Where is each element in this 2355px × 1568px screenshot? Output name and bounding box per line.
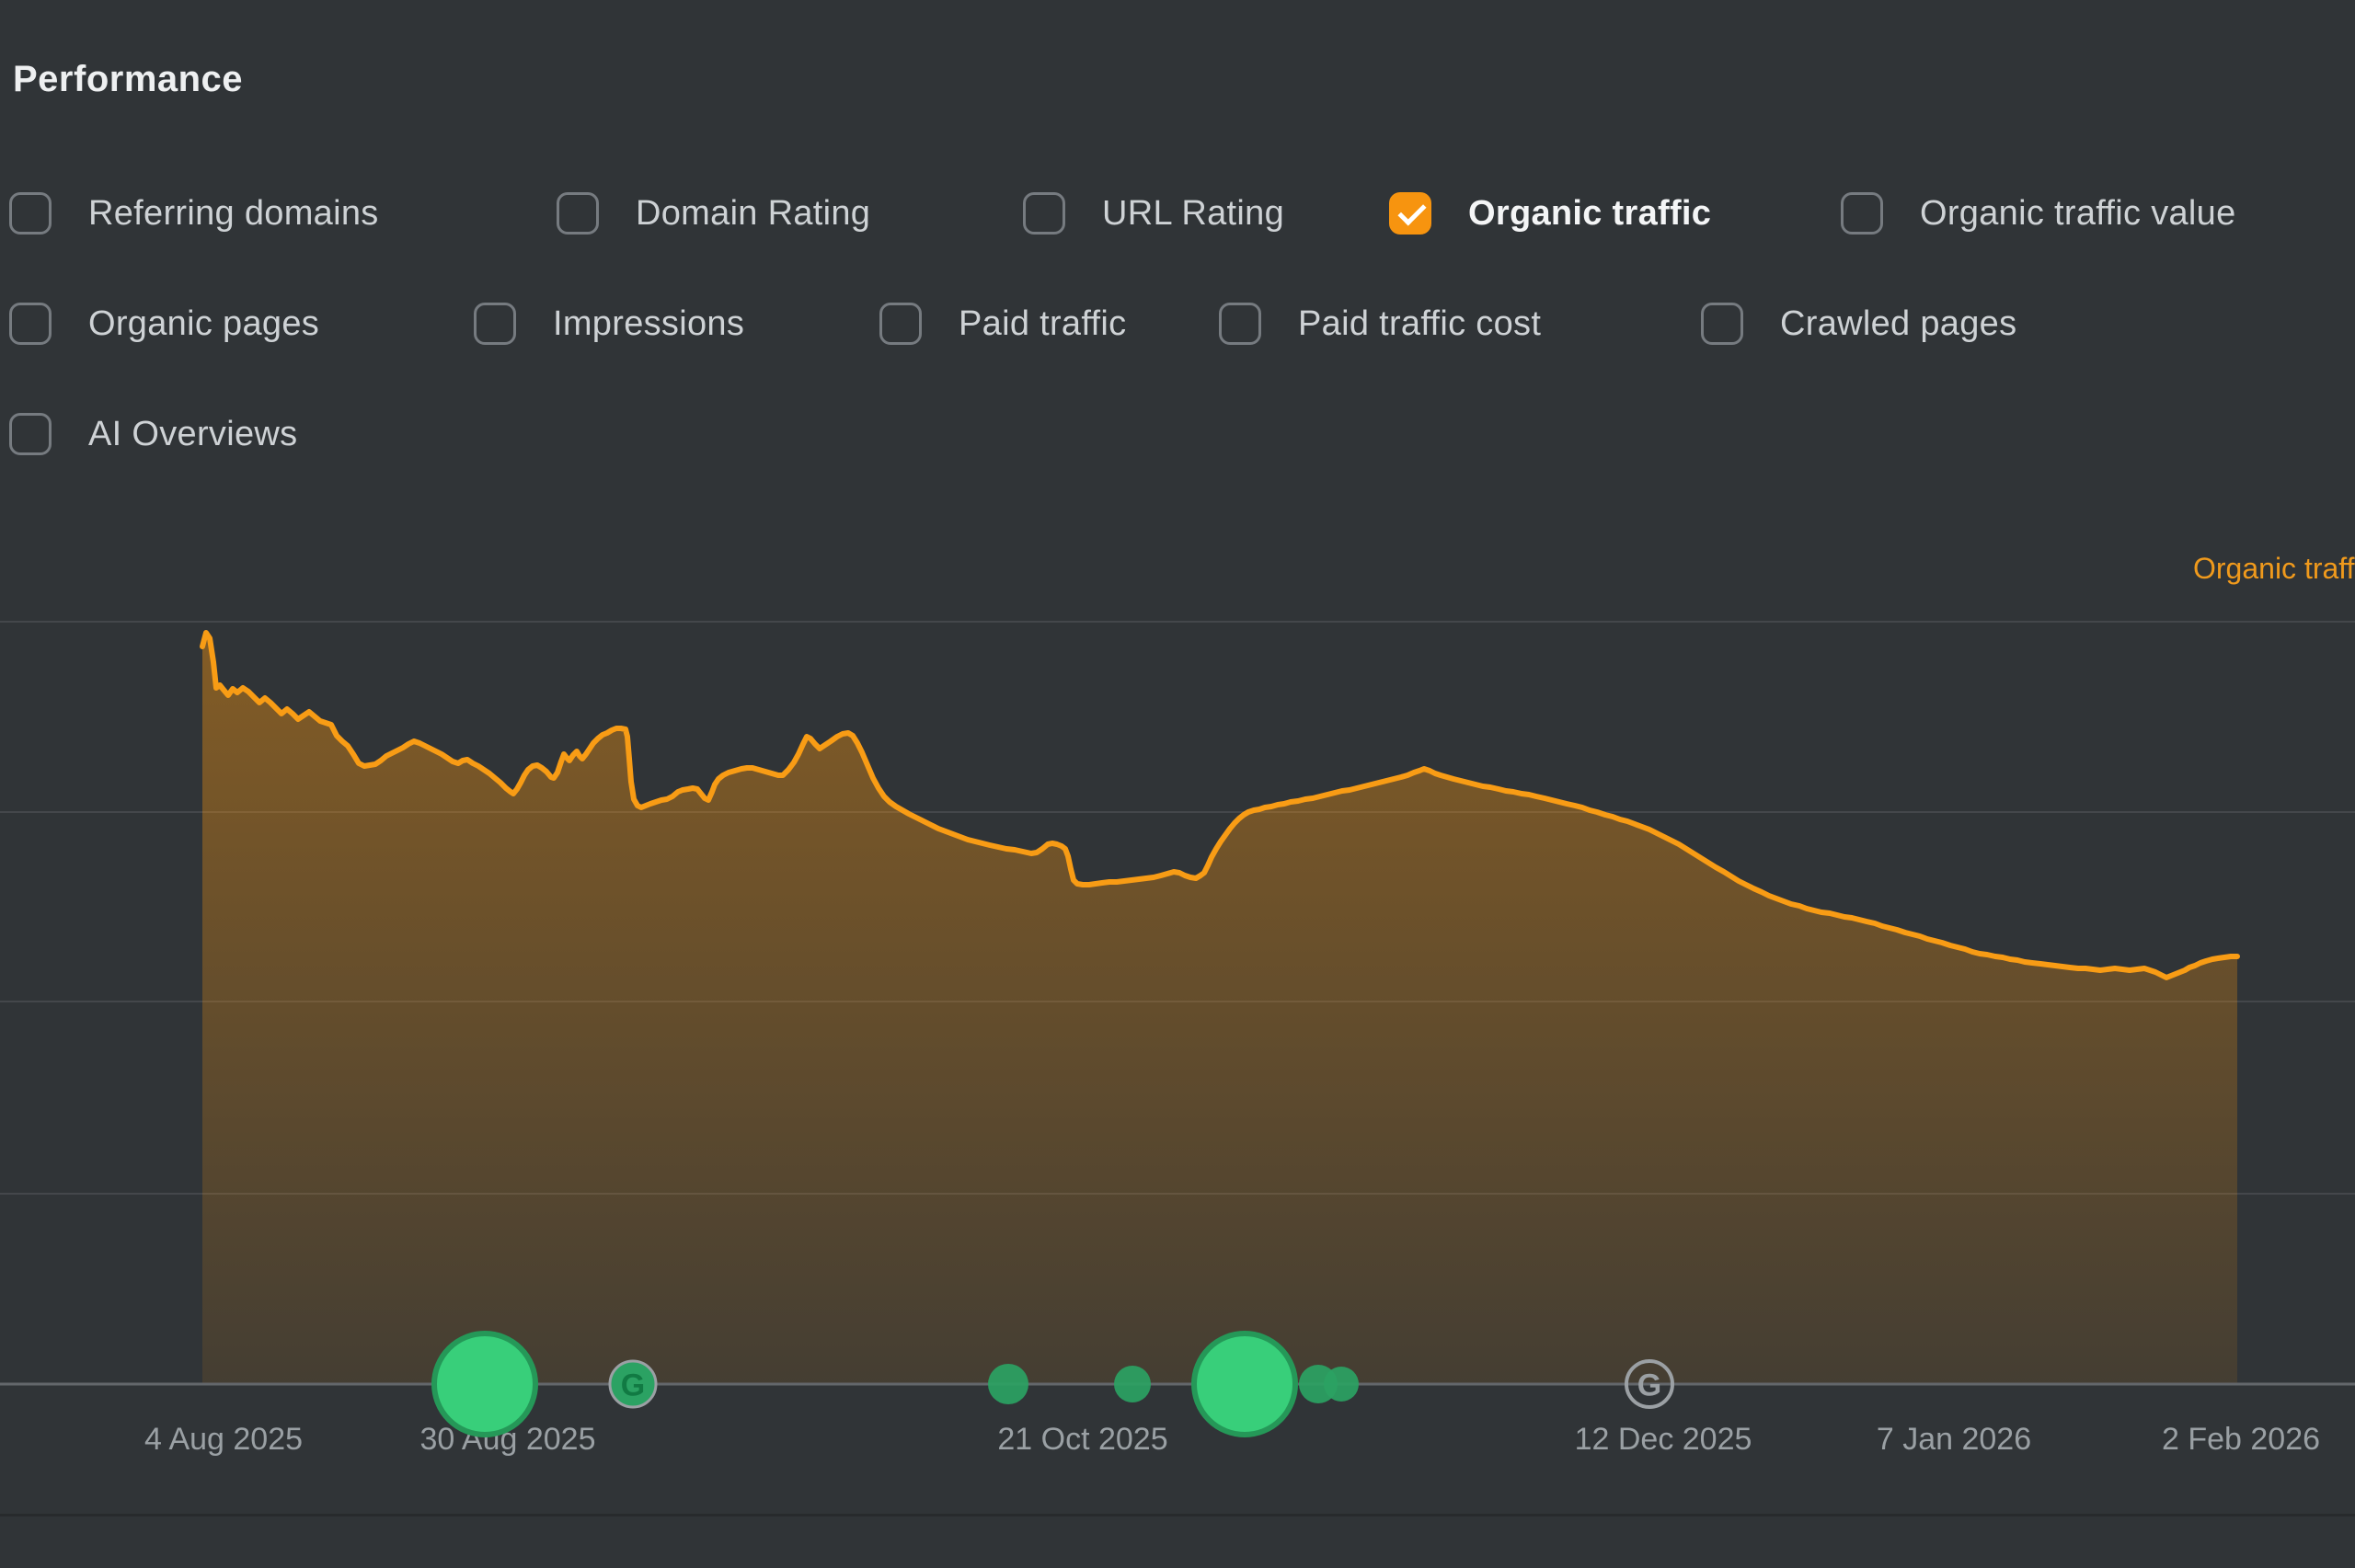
metric-toggle-domain-rating[interactable]: Domain Rating [557, 192, 870, 235]
metric-label: Organic pages [88, 303, 320, 343]
metric-label: Paid traffic cost [1298, 303, 1542, 343]
google-update-marker-icon[interactable] [988, 1364, 1028, 1404]
metric-toggle-organic-traffic[interactable]: Organic traffic [1389, 192, 1711, 235]
google-g-icon: G [1637, 1368, 1661, 1403]
metric-toggle-organic-traffic-value[interactable]: Organic traffic value [1841, 192, 2236, 235]
metric-label: Paid traffic [959, 303, 1127, 343]
checkbox-crawled-pages[interactable] [1701, 303, 1743, 345]
metric-label: AI Overviews [88, 414, 298, 453]
x-axis-tick: 2 Feb 2026 [2161, 1422, 2321, 1457]
metric-toggle-organic-pages[interactable]: Organic pages [9, 303, 319, 345]
google-update-marker-icon[interactable] [431, 1331, 538, 1437]
organic-traffic-area [202, 633, 2237, 1384]
google-update-marker-icon[interactable] [1625, 1359, 1674, 1409]
metric-label: Referring domains [88, 193, 379, 233]
metric-label: Impressions [553, 303, 745, 343]
x-axis-tick: 7 Jan 2026 [1876, 1422, 2032, 1457]
x-axis-tick: 12 Dec 2025 [1574, 1422, 1752, 1457]
metric-toggle-crawled-pages[interactable]: Crawled pages [1701, 303, 2016, 345]
x-axis-tick: 21 Oct 2025 [997, 1422, 1168, 1457]
metric-toggle-referring-domains[interactable]: Referring domains [9, 192, 379, 235]
metric-label: URL Rating [1102, 193, 1285, 233]
metric-toggle-paid-traffic[interactable]: Paid traffic [879, 303, 1126, 345]
metric-toggle-url-rating[interactable]: URL Rating [1023, 192, 1284, 235]
metric-toggle-paid-traffic-cost[interactable]: Paid traffic cost [1219, 303, 1541, 345]
checkbox-url-rating[interactable] [1023, 192, 1065, 235]
checkbox-organic-traffic-value[interactable] [1841, 192, 1883, 235]
metric-label: Organic traffic [1468, 193, 1712, 233]
x-axis-tick: 4 Aug 2025 [144, 1422, 304, 1457]
metric-label: Domain Rating [636, 193, 871, 233]
checkbox-paid-traffic[interactable] [879, 303, 922, 345]
checkbox-domain-rating[interactable] [557, 192, 599, 235]
organic-traffic-line [200, 630, 2240, 980]
google-update-marker-icon[interactable] [1324, 1367, 1359, 1402]
checkbox-organic-traffic[interactable] [1389, 192, 1431, 235]
metric-toggle-ai-overviews[interactable]: AI Overviews [9, 413, 297, 455]
metric-label: Crawled pages [1780, 303, 2017, 343]
section-divider [0, 1514, 2355, 1516]
metric-label: Organic traffic value [1920, 193, 2236, 233]
checkbox-referring-domains[interactable] [9, 192, 52, 235]
page-title: Performance [13, 59, 244, 99]
chart-legend-organic-traffic: Organic traffic [2193, 552, 2355, 585]
checkbox-impressions[interactable] [474, 303, 516, 345]
google-update-marker-icon[interactable] [608, 1359, 658, 1409]
checkbox-organic-pages[interactable] [9, 303, 52, 345]
google-update-marker-icon[interactable] [1191, 1331, 1298, 1437]
google-update-marker-icon[interactable] [1114, 1366, 1151, 1402]
metric-toggle-impressions[interactable]: Impressions [474, 303, 744, 345]
checkbox-paid-traffic-cost[interactable] [1219, 303, 1261, 345]
checkbox-ai-overviews[interactable] [9, 413, 52, 455]
google-g-icon: G [621, 1368, 645, 1403]
